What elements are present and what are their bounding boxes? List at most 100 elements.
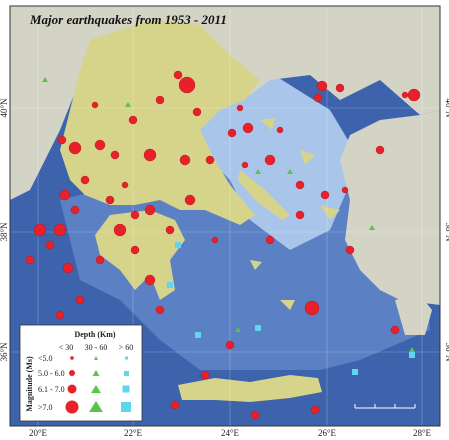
latitude-label: 40°N	[444, 98, 449, 118]
earthquake-marker	[250, 410, 260, 420]
deep-earthquake-marker	[352, 369, 358, 375]
intermediate-earthquake-marker	[287, 169, 293, 174]
earthquake-marker	[33, 223, 47, 237]
legend-magnitude-class: 5.0 - 6.0	[38, 369, 65, 378]
rhodes	[395, 295, 432, 335]
earthquake-marker	[53, 223, 67, 237]
earthquake-marker	[91, 101, 99, 109]
deep-earthquake-marker	[195, 332, 201, 338]
intermediate-earthquake-marker	[235, 327, 241, 332]
legend-magnitude-class: <5.0	[38, 354, 53, 363]
greek-mainland	[60, 20, 260, 225]
earthquake-marker	[225, 340, 235, 350]
earthquake-marker	[130, 245, 140, 255]
earthquake-marker	[121, 181, 129, 189]
earthquake-marker	[304, 300, 320, 316]
map-frame	[9, 5, 441, 427]
map-title: Major earthquakes from 1953 - 2011	[29, 12, 227, 27]
deep-earthquake-marker	[175, 242, 181, 248]
latitude-labels: 40°N 38°N 36°N 40°N 38°N 36°N	[0, 98, 449, 362]
earthquake-marker	[113, 223, 127, 237]
balkans-land	[10, 6, 440, 200]
longitude-label: 24°E	[221, 428, 240, 438]
earthquake-marker	[144, 204, 156, 216]
longitude-labels: 20°E 22°E 24°E 26°E 28°E	[29, 428, 432, 438]
earthquake-marker	[68, 141, 82, 155]
earthquake-marker	[241, 161, 249, 169]
deep-earthquake-marker	[409, 352, 415, 358]
earthquake-marker	[375, 145, 385, 155]
earthquake-marker	[316, 80, 328, 92]
earthquake-marker	[144, 274, 156, 286]
earthquake-marker	[130, 210, 140, 220]
longitude-label: 26°E	[318, 428, 337, 438]
legend-magnitude-class: 6.1 - 7.0	[38, 385, 65, 394]
earthquake-marker	[390, 325, 400, 335]
earthquake-marker	[155, 95, 165, 105]
intermediate-earthquake-marker	[255, 169, 261, 174]
longitude-label: 28°E	[413, 428, 432, 438]
scale-bar	[354, 404, 416, 409]
longitude-label: 22°E	[124, 428, 143, 438]
earthquake-marker	[320, 190, 330, 200]
earthquake-marker	[70, 205, 80, 215]
anatolia-land	[340, 110, 440, 305]
earthquake-marker	[200, 370, 210, 380]
earthquake-marker	[401, 91, 409, 99]
earthquake-marker	[170, 400, 180, 410]
latitude-label: 36°N	[0, 342, 9, 362]
deep-earthquake-marker	[167, 282, 173, 288]
earthquake-marker	[155, 305, 165, 315]
earthquake-marker	[345, 245, 355, 255]
earthquake-marker	[75, 295, 85, 305]
earthquake-marker	[173, 70, 183, 80]
earthquake-marker	[313, 93, 323, 103]
deep-earthquake-marker	[255, 325, 261, 331]
earthquake-marker	[310, 405, 320, 415]
earthquake-marker	[165, 225, 175, 235]
legend-magnitude-title: Magnitude (Ms)	[25, 356, 34, 412]
earthquake-marker	[205, 155, 215, 165]
latitude-label: 40°N	[0, 98, 9, 118]
earthquake-marker	[179, 154, 191, 166]
intermediate-earthquake-marker	[369, 225, 375, 230]
earthquake-marker	[407, 88, 421, 102]
earthquake-marker	[227, 128, 237, 138]
earthquake-markers	[25, 70, 421, 420]
earthquake-marker	[143, 148, 157, 162]
latitude-label: 38°N	[0, 222, 9, 242]
legend-depth-class: < 30	[59, 343, 74, 352]
earthquake-marker	[80, 175, 90, 185]
earthquake-marker	[25, 255, 35, 265]
legend-depth-class: > 60	[119, 343, 134, 352]
earthquake-marker	[192, 107, 202, 117]
intermediate-earthquake-marker	[42, 77, 48, 82]
earthquake-marker	[276, 126, 284, 134]
earthquake-marker	[110, 150, 120, 160]
earthquake-marker	[55, 310, 65, 320]
earthquake-marker	[341, 186, 349, 194]
legend: Depth (Km) < 30 30 - 60 > 60 Magnitude (…	[19, 324, 143, 422]
earthquake-marker	[335, 83, 345, 93]
earthquake-marker	[45, 240, 55, 250]
legend-symbols	[65, 356, 131, 414]
latitude-label: 38°N	[444, 222, 449, 242]
earthquake-marker	[242, 122, 254, 134]
crete	[178, 375, 322, 402]
earthquake-marker	[184, 194, 196, 206]
earthquake-marker	[236, 104, 244, 112]
earthquake-marker	[94, 139, 106, 151]
earthquake-marker	[128, 115, 138, 125]
earthquake-marker	[264, 154, 276, 166]
earthquake-marker	[295, 180, 305, 190]
latitude-label: 36°N	[444, 342, 449, 362]
intermediate-earthquake-marker	[409, 347, 415, 352]
earthquake-marker	[178, 76, 196, 94]
intermediate-earthquake-marker	[125, 102, 131, 107]
legend-magnitude-class: >7.0	[38, 403, 53, 412]
evia	[238, 170, 290, 220]
longitude-label: 20°E	[29, 428, 48, 438]
earthquake-marker	[105, 195, 115, 205]
earthquake-marker	[211, 236, 219, 244]
